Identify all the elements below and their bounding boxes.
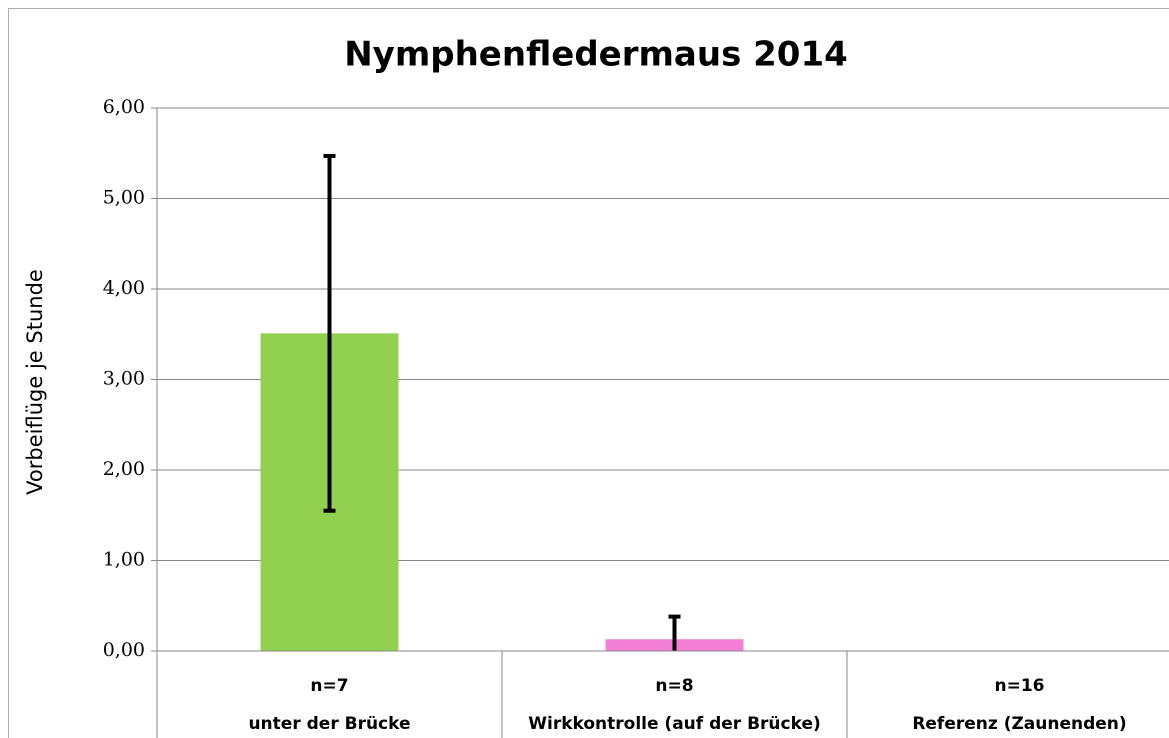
y-tick-label: 4,00 bbox=[103, 277, 145, 299]
y-tick-label: 5,00 bbox=[103, 187, 145, 209]
n-label: n=16 bbox=[994, 676, 1044, 696]
n-label: n=8 bbox=[655, 676, 693, 696]
chart-title: Nymphenfledermaus 2014 bbox=[344, 35, 848, 75]
y-tick-label: 1,00 bbox=[103, 549, 145, 571]
y-tick-label: 2,00 bbox=[103, 458, 145, 480]
chart-border bbox=[8, 8, 1169, 738]
y-axis-label: Vorbeiflüge je Stunde bbox=[23, 269, 47, 495]
n-label: n=7 bbox=[310, 676, 348, 696]
y-tick-label: 3,00 bbox=[103, 368, 145, 390]
x-tick-label: unter der Brücke bbox=[248, 714, 410, 734]
x-tick-label: Wirkkontrolle (auf der Brücke) bbox=[528, 714, 821, 734]
x-tick-label: Referenz (Zaunenden) bbox=[912, 714, 1126, 734]
y-tick-label: 0,00 bbox=[103, 639, 145, 661]
y-tick-label: 6,00 bbox=[103, 96, 145, 118]
